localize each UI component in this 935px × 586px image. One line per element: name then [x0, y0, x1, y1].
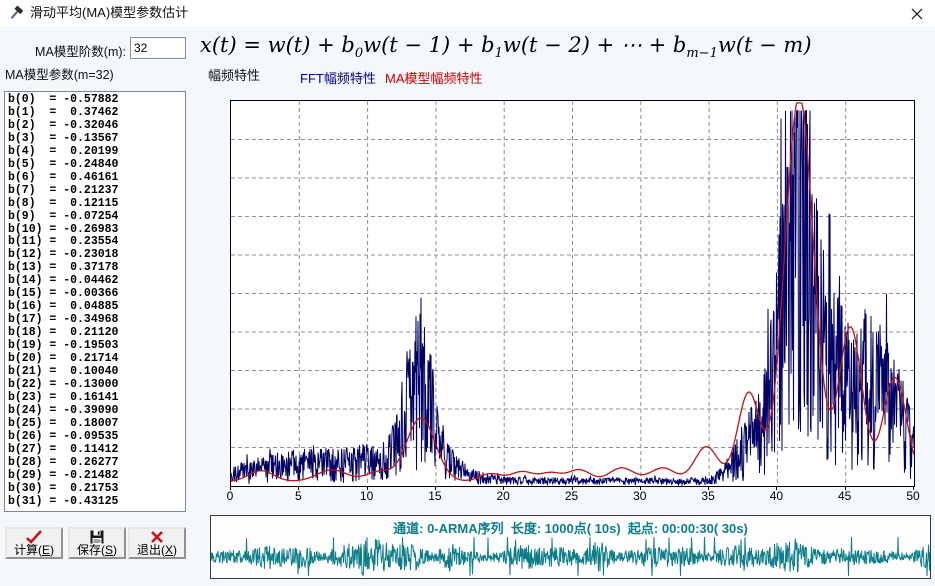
- x-tick-label: 50: [906, 489, 920, 503]
- coefficient-row[interactable]: b(25) = 0.18007: [8, 416, 119, 430]
- frequency-chart: [230, 100, 915, 487]
- coefficient-row[interactable]: b(9) = -0.07254: [8, 209, 119, 223]
- x-tick-label: 30: [633, 489, 647, 503]
- x-axis: 0 5 10 15 20 25 30 35 40 45 50: [226, 486, 920, 504]
- coefficient-row[interactable]: b(19) = -0.19503: [8, 339, 119, 353]
- coefficient-row[interactable]: b(15) = -0.00366: [8, 287, 119, 301]
- fft-legend-label: FFT幅频特性: [300, 71, 376, 86]
- floppy-icon: [90, 530, 104, 544]
- signal-waveform: [211, 536, 930, 577]
- save-button[interactable]: 保存(S): [68, 527, 126, 559]
- params-label: MA模型参数(m=32): [5, 68, 114, 82]
- signal-strip: 通道: 0-ARMA序列 长度: 1000点( 10s) 起点: 00:00:3…: [210, 515, 931, 579]
- x-tick-label: 45: [838, 489, 852, 503]
- check-icon: [26, 529, 42, 544]
- coefficient-row[interactable]: b(28) = 0.26277: [8, 455, 119, 469]
- order-input[interactable]: [130, 37, 186, 59]
- button-label: 计算(E): [13, 542, 54, 557]
- coefficient-row[interactable]: b(16) = 0.04885: [8, 300, 119, 314]
- x-tick-mark: [503, 486, 505, 490]
- coefficient-row[interactable]: b(22) = -0.13000: [8, 377, 119, 391]
- coefficient-row[interactable]: b(3) = -0.13567: [8, 131, 119, 145]
- coefficient-row[interactable]: b(23) = 0.16141: [8, 390, 119, 404]
- x-tick-label: 35: [701, 489, 715, 503]
- x-tick-mark: [366, 486, 368, 490]
- order-label: MA模型阶数(m):: [35, 45, 126, 59]
- coefficient-row[interactable]: b(26) = -0.09535: [8, 429, 119, 443]
- x-tick-mark: [298, 486, 300, 490]
- coefficient-row[interactable]: b(14) = -0.04462: [8, 274, 119, 288]
- coefficient-row[interactable]: b(18) = 0.21120: [8, 326, 119, 340]
- x-tick-label: 0: [226, 489, 234, 503]
- coefficient-row[interactable]: b(5) = -0.24840: [8, 157, 119, 171]
- coefficients-listbox[interactable]: b(0) = -0.57882 b(1) = 0.37462 b(2) = -0.3…: [4, 91, 186, 512]
- model-formula: x(t) = w(t) + b0w(t − 1) + b1w(t − 2) + …: [200, 33, 812, 62]
- coefficient-row[interactable]: b(29) = -0.21482: [8, 468, 119, 482]
- coefficient-row[interactable]: b(30) = 0.21753: [8, 481, 119, 495]
- coefficient-row[interactable]: b(2) = -0.32046: [8, 118, 119, 132]
- coefficient-row[interactable]: b(8) = 0.12115: [8, 196, 119, 210]
- fft-series: [230, 110, 915, 487]
- coefficient-row[interactable]: b(1) = 0.37462: [8, 105, 119, 119]
- x-tick-label: 25: [564, 489, 579, 503]
- coefficient-row[interactable]: b(24) = -0.39090: [8, 403, 119, 417]
- exit-button[interactable]: 退出(X): [128, 527, 186, 559]
- x-tick-mark: [571, 486, 573, 490]
- coefficient-row[interactable]: b(7) = -0.21237: [8, 183, 119, 197]
- hammer-icon: [10, 5, 24, 19]
- button-label: 退出(X): [136, 542, 177, 557]
- close-button[interactable]: [909, 6, 925, 22]
- x-tick-label: 15: [428, 489, 442, 503]
- x-icon: [151, 530, 163, 543]
- x-tick-mark: [776, 486, 778, 490]
- coefficient-row[interactable]: b(4) = 0.20199: [8, 144, 119, 158]
- x-tick-label: 20: [496, 489, 510, 503]
- coefficient-row[interactable]: b(20) = 0.21714: [8, 352, 119, 366]
- title-bar: 滑动平均(MA)模型参数估计: [0, 0, 935, 26]
- window-title: 滑动平均(MA)模型参数估计: [30, 5, 189, 20]
- coefficient-row[interactable]: b(6) = 0.46161: [8, 170, 119, 184]
- x-tick-label: 10: [359, 489, 374, 503]
- x-tick-label: 40: [769, 489, 784, 503]
- x-tick-mark: [844, 486, 846, 490]
- ma-legend-label: MA模型幅频特性: [385, 71, 483, 86]
- x-tick-mark: [434, 486, 436, 490]
- x-tick-mark: [230, 486, 231, 490]
- amplitude-response-label: 幅频特性: [208, 68, 261, 83]
- close-icon: [911, 8, 923, 20]
- x-tick-mark: [639, 486, 641, 490]
- coefficient-row[interactable]: b(17) = -0.34968: [8, 313, 119, 327]
- x-tick-label: 5: [294, 489, 302, 503]
- coefficient-row[interactable]: b(11) = 0.23554: [8, 235, 119, 249]
- signal-info: 通道: 0-ARMA序列 长度: 1000点( 10s) 起点: 00:00:3…: [393, 521, 748, 536]
- coefficient-row[interactable]: b(12) = -0.23018: [8, 248, 119, 262]
- coefficient-row[interactable]: b(10) = -0.26983: [8, 222, 119, 236]
- coefficient-row[interactable]: b(21) = 0.10040: [8, 365, 119, 379]
- button-label: 保存(S): [76, 542, 117, 557]
- chart-plot-area: [230, 101, 915, 487]
- calculate-button[interactable]: 计算(E): [5, 527, 63, 559]
- coefficient-row[interactable]: b(31) = -0.43125: [8, 494, 119, 508]
- x-tick-mark: [913, 486, 914, 490]
- x-tick-mark: [708, 486, 710, 490]
- ma-series: [230, 102, 915, 482]
- coefficient-row[interactable]: b(0) = -0.57882: [8, 93, 119, 106]
- coefficient-row[interactable]: b(13) = 0.37178: [8, 261, 119, 275]
- coefficient-row[interactable]: b(27) = 0.11412: [8, 442, 119, 456]
